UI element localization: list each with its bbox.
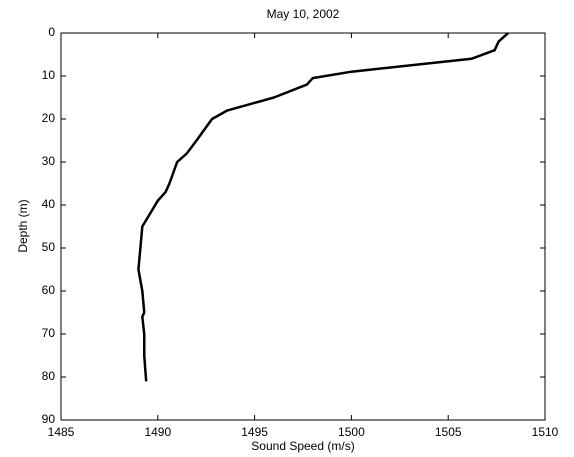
y-tick-label: 20 xyxy=(42,111,56,125)
y-tick-label: 70 xyxy=(42,326,56,340)
profile-line xyxy=(137,32,510,382)
x-tick-label: 1505 xyxy=(435,425,462,439)
x-tick-label: 1490 xyxy=(144,425,171,439)
y-tick-label: 60 xyxy=(42,283,56,297)
y-tick-label: 40 xyxy=(42,197,56,211)
chart-title: May 10, 2002 xyxy=(267,7,340,21)
x-tick-label: 1495 xyxy=(241,425,268,439)
y-tick-label: 80 xyxy=(42,369,56,383)
x-tick-label: 1500 xyxy=(338,425,365,439)
x-tick-label: 1510 xyxy=(532,425,559,439)
y-axis-label: Depth (m) xyxy=(16,199,30,252)
y-tick-label: 30 xyxy=(42,154,56,168)
y-tick-label: 90 xyxy=(42,412,56,426)
x-tick-label: 1485 xyxy=(48,425,75,439)
y-tick-label: 0 xyxy=(48,25,55,39)
y-tick-label: 50 xyxy=(42,240,56,254)
x-axis-label: Sound Speed (m/s) xyxy=(251,439,354,453)
plot-frame xyxy=(60,32,546,421)
y-tick-label: 10 xyxy=(42,68,56,82)
